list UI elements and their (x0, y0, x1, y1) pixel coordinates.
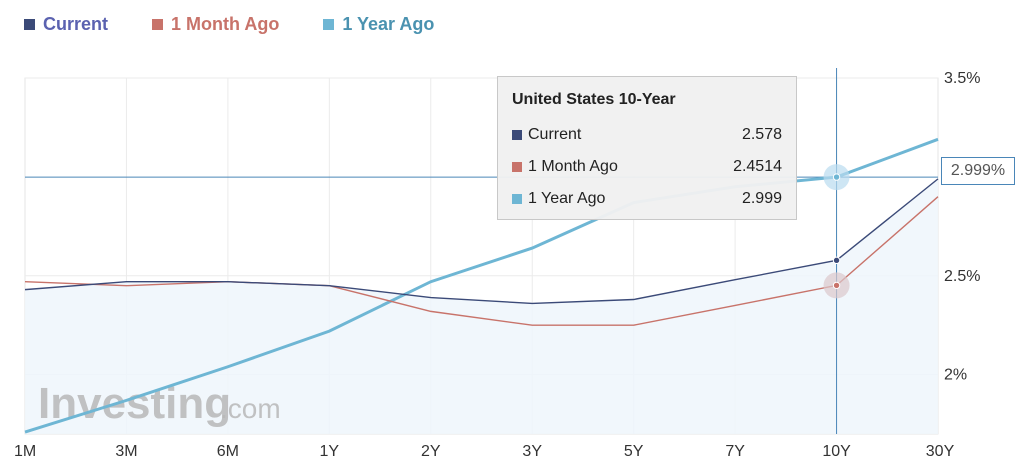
series-line-1-month-ago[interactable] (24, 196, 939, 326)
crosshair-value-label: 2.999% (941, 157, 1015, 185)
tooltip: United States 10-Year Current 2.578 1 Mo… (497, 76, 797, 220)
axes: 1M 3M 6M 1Y 2Y 3Y 5Y 7Y 10Y 30Y 3.5% 2.5% 2% (14, 70, 980, 460)
legend-item-year-ago[interactable]: 1 Year Ago (323, 14, 434, 35)
x-tick-label: 30Y (926, 443, 955, 460)
hover-point (832, 173, 841, 181)
x-tick-label: 10Y (822, 443, 851, 460)
x-tick-label: 7Y (725, 443, 745, 460)
tooltip-value-current: 2.578 (741, 126, 782, 143)
watermark-logo: Investing .com (38, 379, 281, 428)
y-tick-label: 3.5% (944, 70, 980, 87)
tooltip-label-year-ago: 1 Year Ago (528, 190, 606, 207)
tooltip-swatch-year-ago (512, 194, 522, 204)
current-area-fill (25, 178, 938, 434)
hover-point (832, 281, 841, 290)
y-tick-label: 2% (944, 367, 967, 384)
y-tick-label: 2.5% (944, 268, 980, 285)
tooltip-label-current: Current (528, 126, 582, 143)
tooltip-row-year-ago: 1 Year Ago 2.999 (512, 183, 782, 215)
x-tick-label: 3M (115, 443, 137, 460)
tooltip-label-month-ago: 1 Month Ago (528, 158, 618, 175)
svg-text:.com: .com (220, 393, 281, 424)
series-line-current[interactable] (24, 178, 939, 305)
x-tick-label: 6M (217, 443, 239, 460)
x-tick-label: 2Y (421, 443, 441, 460)
legend-label-current: Current (43, 14, 109, 34)
legend-label-month-ago: 1 Month Ago (171, 14, 280, 34)
hover-markers (823, 164, 850, 299)
tooltip-title: United States 10-Year (512, 91, 676, 108)
hover-point (832, 256, 841, 265)
legend-label-year-ago: 1 Year Ago (342, 14, 435, 34)
area-fill (25, 178, 938, 434)
legend-swatch-year-ago (323, 19, 335, 30)
legend-item-current[interactable]: Current (24, 14, 108, 35)
x-tick-label: 3Y (522, 443, 542, 460)
x-tick-label: 1Y (320, 443, 340, 460)
tooltip-value-year-ago: 2.999 (741, 190, 782, 207)
legend-swatch-month-ago (152, 19, 164, 30)
x-tick-label: 5Y (624, 443, 644, 460)
x-tick-label: 1M (14, 443, 36, 460)
svg-text:Investing: Investing (38, 379, 231, 428)
legend-swatch-current (24, 19, 35, 30)
tooltip-swatch-month-ago (512, 162, 522, 172)
tooltip-row-current: Current 2.578 (512, 119, 782, 151)
tooltip-swatch-current (512, 130, 522, 140)
legend-item-month-ago[interactable]: 1 Month Ago (152, 14, 279, 35)
legend: Current 1 Month Ago 1 Year Ago (24, 14, 434, 35)
tooltip-row-month-ago: 1 Month Ago 2.4514 (512, 151, 782, 183)
tooltip-value-month-ago: 2.4514 (733, 158, 782, 175)
